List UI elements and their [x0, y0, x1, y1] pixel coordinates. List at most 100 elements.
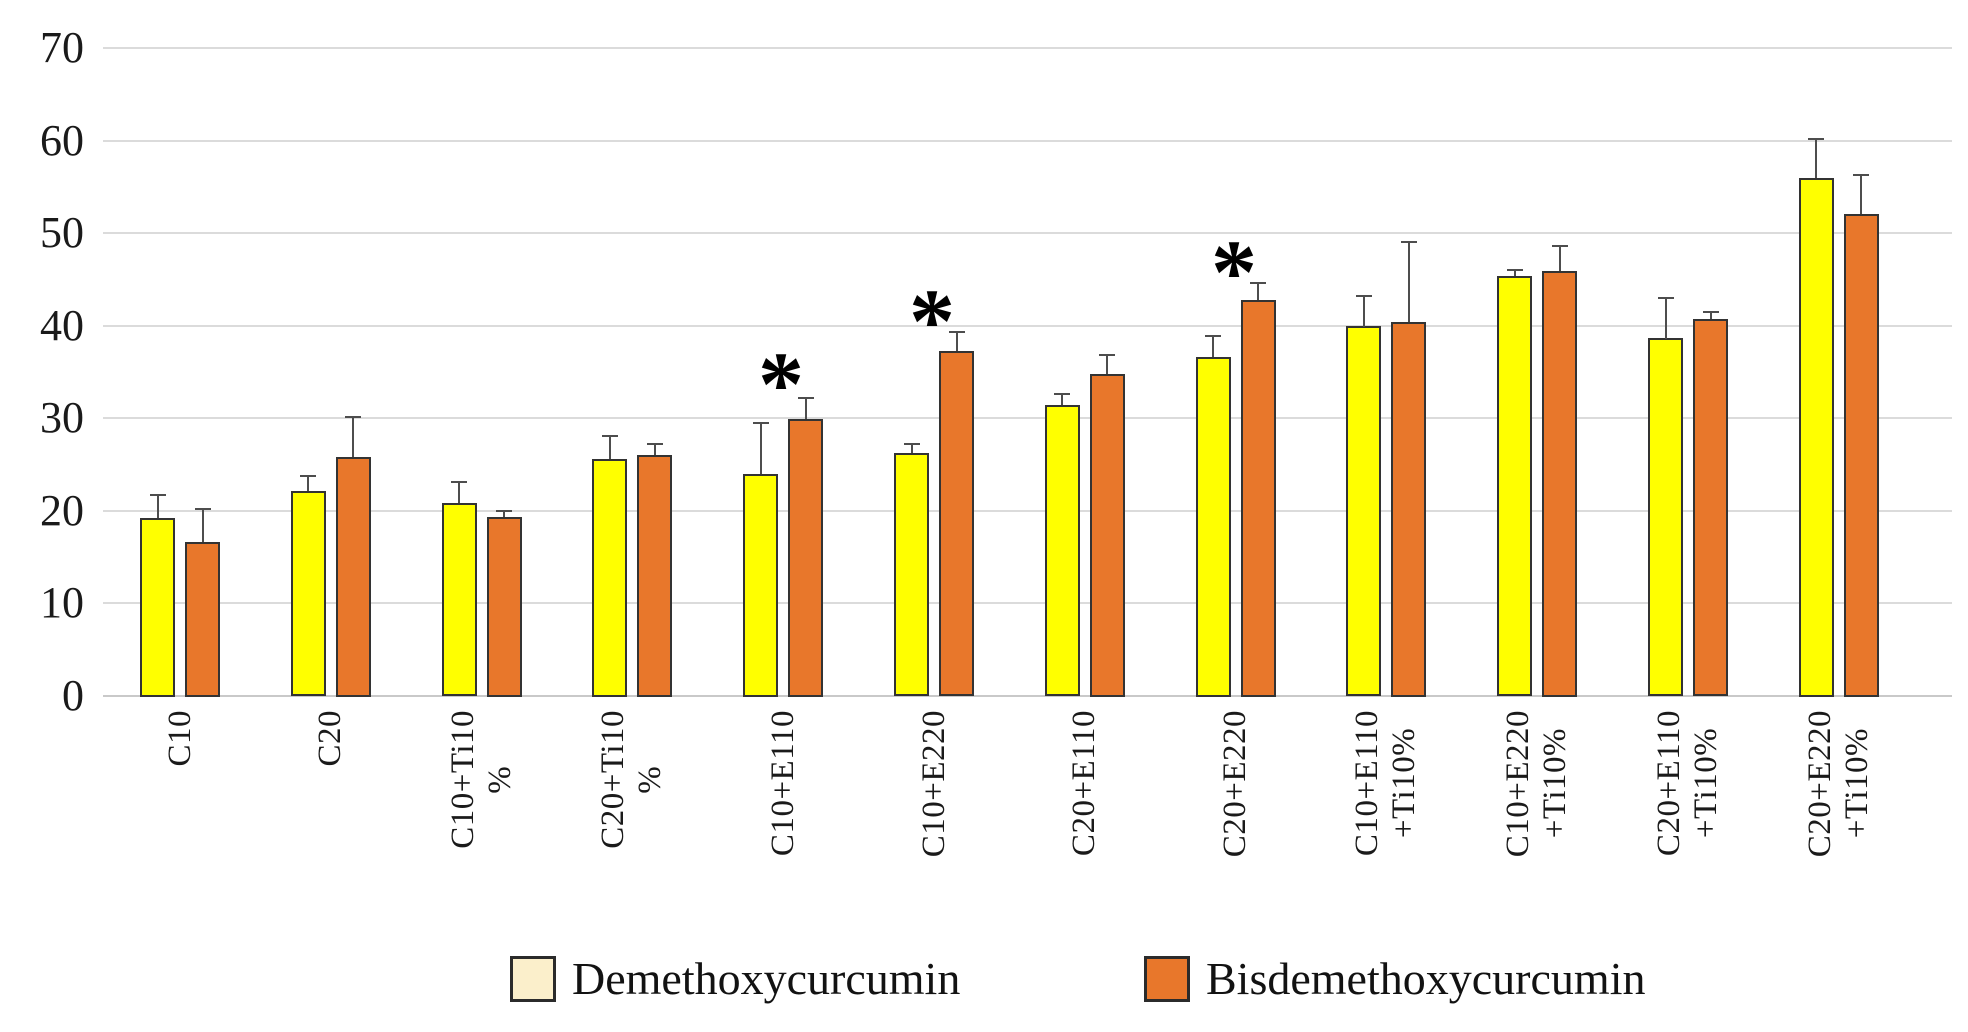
x-axis-label: C10+E220	[916, 710, 952, 858]
error-bar	[609, 436, 611, 459]
error-bar-cap	[1552, 245, 1568, 247]
bar-bisdemethoxycurcumin-C20+E110	[1090, 374, 1125, 697]
error-bar	[805, 398, 807, 419]
error-bar	[1363, 296, 1365, 327]
error-bar	[1408, 242, 1410, 322]
error-bar	[458, 482, 460, 503]
error-bar	[503, 511, 505, 517]
error-bar-cap	[1054, 393, 1070, 395]
error-bar-cap	[300, 475, 316, 477]
error-bar-cap	[904, 443, 920, 445]
grid-line	[103, 510, 1952, 512]
error-bar	[202, 509, 204, 542]
error-bar-cap	[753, 422, 769, 424]
bar-bisdemethoxycurcumin-C20+E220	[1241, 300, 1276, 697]
x-axis-label: C10	[162, 710, 198, 767]
bar-bisdemethoxycurcumin-C10+E220	[939, 351, 974, 696]
bar-bisdemethoxycurcumin-C10+E110+Ti10%	[1391, 322, 1426, 697]
error-bar-cap	[1853, 174, 1869, 176]
grid-line	[103, 232, 1952, 234]
y-tick-label: 50	[40, 208, 84, 257]
error-bar-cap	[451, 481, 467, 483]
bar-bisdemethoxycurcumin-C10+E110	[788, 419, 823, 697]
error-bar-cap	[1250, 282, 1266, 284]
bar-bisdemethoxycurcumin-C20+Ti10%	[637, 455, 672, 697]
error-bar-cap	[1099, 354, 1115, 356]
y-tick-label: 40	[40, 301, 84, 350]
bar-bisdemethoxycurcumin-C10	[185, 542, 220, 697]
bar-demethoxycurcumin-C10	[140, 518, 175, 697]
error-bar	[1710, 312, 1712, 319]
error-bar-cap	[1205, 335, 1221, 337]
grid-line	[103, 695, 1952, 697]
error-bar	[307, 476, 309, 491]
bar-demethoxycurcumin-C10+E110	[743, 474, 778, 697]
error-bar	[157, 495, 159, 518]
error-bar	[760, 423, 762, 474]
x-axis-label: C20+E220 +Ti10%	[1802, 710, 1875, 858]
error-bar-cap	[195, 508, 211, 510]
bar-demethoxycurcumin-C10+E220+Ti10%	[1497, 276, 1532, 696]
error-bar	[1815, 139, 1817, 178]
error-bar-cap	[1507, 269, 1523, 271]
error-bar-cap	[602, 435, 618, 437]
error-bar	[1559, 246, 1561, 271]
grid-line	[103, 602, 1952, 604]
bar-demethoxycurcumin-C10+E110+Ti10%	[1346, 326, 1381, 696]
error-bar	[956, 332, 958, 351]
bar-bisdemethoxycurcumin-C20	[336, 457, 371, 697]
error-bar	[911, 444, 913, 453]
error-bar	[1106, 355, 1108, 374]
bar-bisdemethoxycurcumin-C20+E110+Ti10%	[1693, 319, 1728, 696]
error-bar	[1212, 336, 1214, 357]
bar-demethoxycurcumin-C20+E110	[1045, 405, 1080, 696]
bar-bisdemethoxycurcumin-C20+E220+Ti10%	[1844, 214, 1879, 697]
error-bar-cap	[1703, 311, 1719, 313]
x-axis-label: C20+E220	[1217, 710, 1253, 858]
error-bar-cap	[345, 416, 361, 418]
y-tick-label: 30	[40, 393, 84, 442]
error-bar-cap	[150, 494, 166, 496]
bar-demethoxycurcumin-C20+E220	[1196, 357, 1231, 697]
error-bar	[1061, 394, 1063, 405]
error-bar-cap	[1356, 295, 1372, 297]
error-bar-cap	[949, 331, 965, 333]
x-axis-label: C20	[312, 710, 348, 767]
bar-demethoxycurcumin-C10+Ti10%	[442, 503, 477, 696]
y-tick-label: 70	[40, 23, 84, 72]
error-bar	[654, 444, 656, 455]
error-bar	[1514, 270, 1516, 276]
error-bar-cap	[1658, 297, 1674, 299]
significance-asterisk: *	[758, 333, 804, 435]
error-bar-cap	[1808, 138, 1824, 140]
bar-bisdemethoxycurcumin-C10+E220+Ti10%	[1542, 271, 1577, 697]
bar-demethoxycurcumin-C20+Ti10%	[592, 459, 627, 697]
bar-bisdemethoxycurcumin-C10+Ti10%	[487, 517, 522, 697]
x-axis-label: C20+E110 +Ti10%	[1651, 710, 1724, 857]
significance-asterisk: *	[909, 270, 955, 372]
bar-demethoxycurcumin-C20+E110+Ti10%	[1648, 338, 1683, 696]
grid-line	[103, 417, 1952, 419]
error-bar-cap	[647, 443, 663, 445]
error-bar	[352, 417, 354, 457]
significance-asterisk: *	[1211, 221, 1257, 323]
x-axis-label: C10+E110 +Ti10%	[1349, 710, 1422, 857]
grid-line	[103, 140, 1952, 142]
error-bar	[1860, 175, 1862, 214]
y-tick-label: 60	[40, 116, 84, 165]
y-tick-label: 0	[62, 671, 84, 720]
x-axis-label: C20+E110	[1066, 710, 1102, 857]
y-tick-label: 20	[40, 486, 84, 535]
x-axis-label: C10+E110	[765, 710, 801, 857]
error-bar-cap	[798, 397, 814, 399]
x-axis-label: C20+Ti10 %	[595, 710, 668, 849]
error-bar-cap	[496, 510, 512, 512]
x-axis-label: C10+E220 +Ti10%	[1500, 710, 1573, 858]
grid-line	[103, 47, 1952, 49]
error-bar-cap	[1401, 241, 1417, 243]
bar-demethoxycurcumin-C20+E220+Ti10%	[1799, 178, 1834, 697]
error-bar	[1665, 298, 1667, 339]
bar-demethoxycurcumin-C20	[291, 491, 326, 696]
